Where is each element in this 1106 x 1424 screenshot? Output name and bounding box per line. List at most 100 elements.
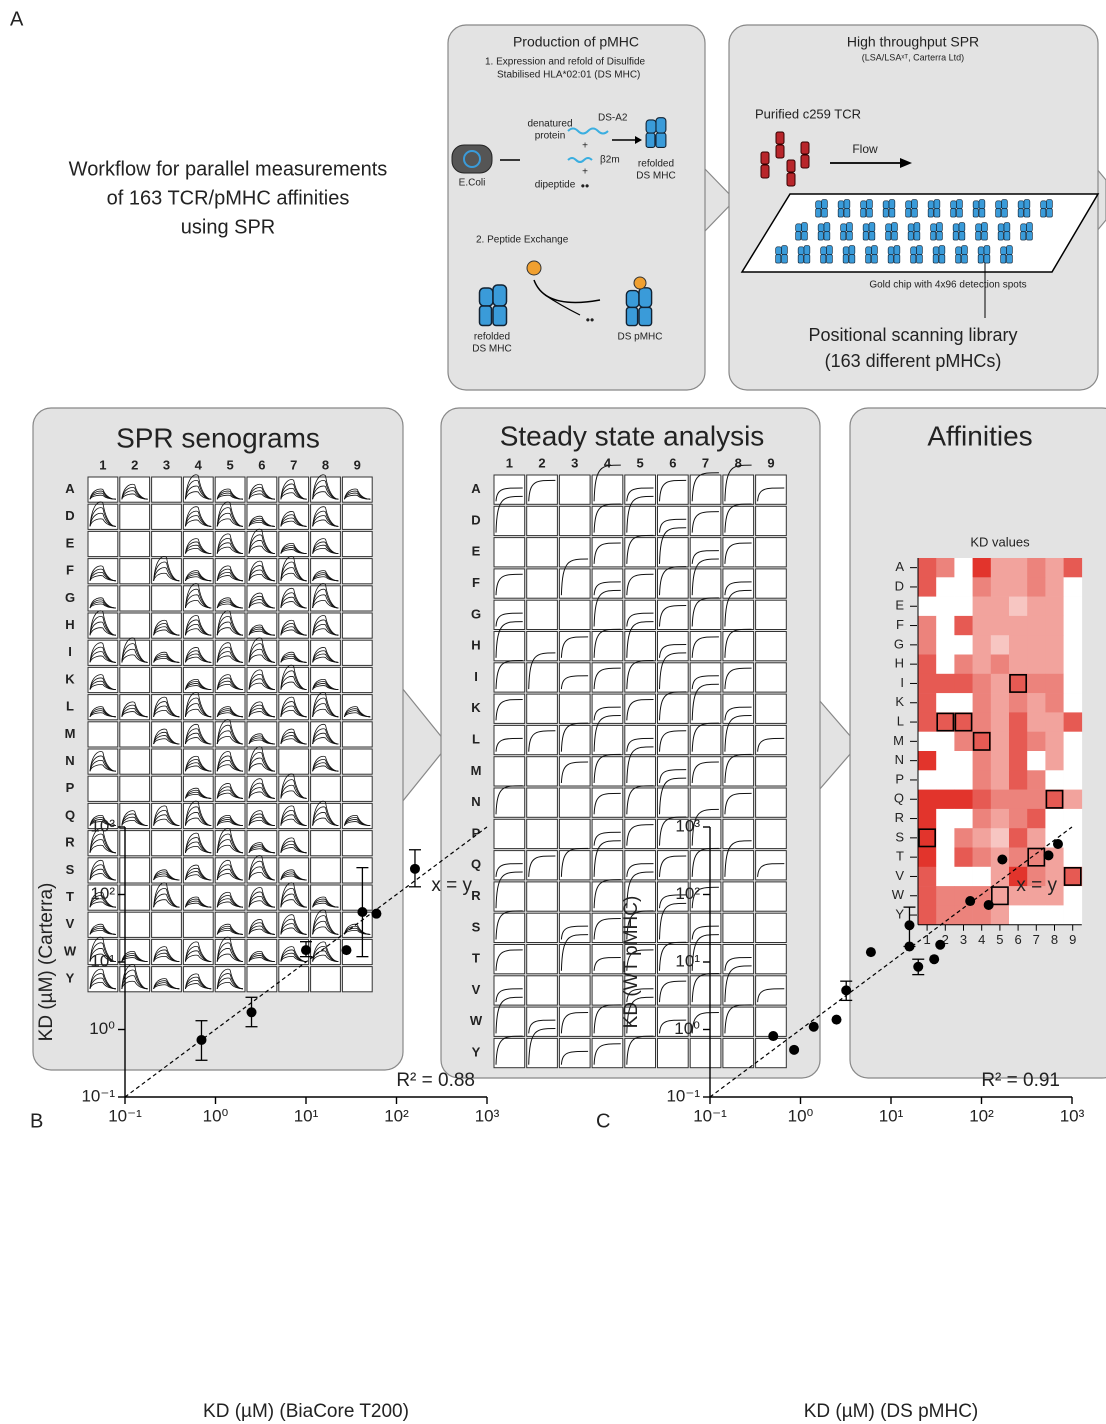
heatmap-cell <box>1027 848 1046 868</box>
heatmap-cell <box>918 693 937 713</box>
heatmap-cell <box>954 751 973 771</box>
mini-plot <box>559 882 590 911</box>
heatmap-cell <box>954 848 973 868</box>
point <box>809 1022 819 1032</box>
row-label: L <box>66 699 74 714</box>
mini-plot <box>152 912 182 937</box>
mini-plot <box>559 725 590 754</box>
heatmap-cell <box>936 828 955 848</box>
row-label: K <box>471 700 481 715</box>
x-tick-label: 10³ <box>1060 1106 1085 1125</box>
mini-plot <box>152 477 182 502</box>
heatmap-cell <box>1064 635 1083 655</box>
mini-plot <box>494 569 525 598</box>
y-tick-label: 10⁻¹ <box>81 1086 115 1105</box>
heatmap-cell <box>1064 867 1083 887</box>
heatmap-cell <box>991 790 1010 810</box>
mini-plot <box>311 858 341 883</box>
box-title: High throughput SPR <box>847 34 979 50</box>
row-label: E <box>472 544 481 559</box>
column-label: 7 <box>290 457 297 472</box>
heatmap-cell <box>918 635 937 655</box>
y-tick-label: 10¹ <box>90 951 115 970</box>
point <box>965 896 975 906</box>
column-label: 6 <box>669 455 676 470</box>
mini-plot <box>494 725 525 754</box>
x-tick-label: 10² <box>969 1106 994 1125</box>
mini-plot <box>756 913 787 942</box>
panel-label: B <box>30 1110 43 1132</box>
mini-plot <box>592 1038 623 1067</box>
mini-plot <box>625 663 656 692</box>
row-label: W <box>64 943 77 958</box>
heatmap-cell <box>1064 886 1083 906</box>
heatmap-cell <box>991 558 1010 578</box>
heatmap-cell <box>1009 558 1028 578</box>
heatmap-cell <box>1009 655 1028 675</box>
heatmap-cell <box>1045 712 1064 732</box>
mini-plot <box>183 912 213 937</box>
mini-plot <box>658 569 689 598</box>
mini-plot <box>756 632 787 661</box>
mini-plot <box>527 725 558 754</box>
heatmap-cell <box>954 635 973 655</box>
mini-plot <box>342 722 372 747</box>
step-text: 1. Expression and refold of Disulfide <box>485 57 646 68</box>
heatmap-cell <box>991 712 1010 732</box>
heatmap-cell <box>1064 712 1083 732</box>
mini-plot <box>658 506 689 535</box>
mini-plot <box>723 1038 754 1067</box>
heatmap-cell <box>1009 674 1028 694</box>
mini-plot <box>756 945 787 974</box>
x-tick-label: 10² <box>384 1106 409 1125</box>
heatmap-cell <box>1027 712 1046 732</box>
mini-plot <box>625 538 656 567</box>
heatmap-cell <box>1009 635 1028 655</box>
mini-plot <box>625 694 656 723</box>
column-label: 3 <box>960 932 967 947</box>
mini-plot <box>690 600 721 629</box>
heatmap-cell <box>991 886 1010 906</box>
mini-plot <box>559 694 590 723</box>
heatmap-cell <box>1045 693 1064 713</box>
x-tick-label: 10¹ <box>294 1106 319 1125</box>
mini-plot <box>342 504 372 529</box>
heatmap-cell <box>1009 616 1028 636</box>
heatmap-cell <box>973 770 992 790</box>
mini-plot <box>559 1007 590 1036</box>
panel-label: C <box>596 1110 610 1132</box>
heatmap-cell <box>1064 751 1083 771</box>
heatmap-cell <box>954 867 973 887</box>
mini-plot <box>756 819 787 848</box>
mini-plot <box>494 757 525 786</box>
mini-plot <box>559 851 590 880</box>
heatmap-cell <box>1027 809 1046 829</box>
mini-plot <box>527 788 558 817</box>
mini-plot <box>690 1038 721 1067</box>
column-label: 2 <box>131 457 138 472</box>
peptide-icon <box>527 261 541 275</box>
heatmap-cell <box>1045 635 1064 655</box>
heatmap-cell <box>954 577 973 597</box>
row-label: I <box>474 669 478 684</box>
heatmap-cell <box>1064 905 1083 925</box>
column-label: 3 <box>163 457 170 472</box>
heatmap-cell <box>1009 770 1028 790</box>
mini-plot <box>342 586 372 611</box>
column-label: 4 <box>604 455 612 470</box>
mini-plot <box>311 776 341 801</box>
point <box>196 1035 206 1045</box>
mini-plot <box>756 976 787 1005</box>
heatmap-cell <box>936 635 955 655</box>
step-text: 2. Peptide Exchange <box>476 235 569 246</box>
figure: A Workflow for parallel measurements of … <box>0 0 1106 1424</box>
mini-plot <box>690 632 721 661</box>
mini-plot <box>690 475 721 504</box>
mini-plot <box>120 531 150 556</box>
column-label: 8 <box>1051 932 1058 947</box>
row-label: H <box>895 656 904 671</box>
point <box>768 1031 778 1041</box>
heatmap-cell <box>918 751 937 771</box>
mini-plot <box>625 1038 656 1067</box>
heatmap-cell <box>991 616 1010 636</box>
